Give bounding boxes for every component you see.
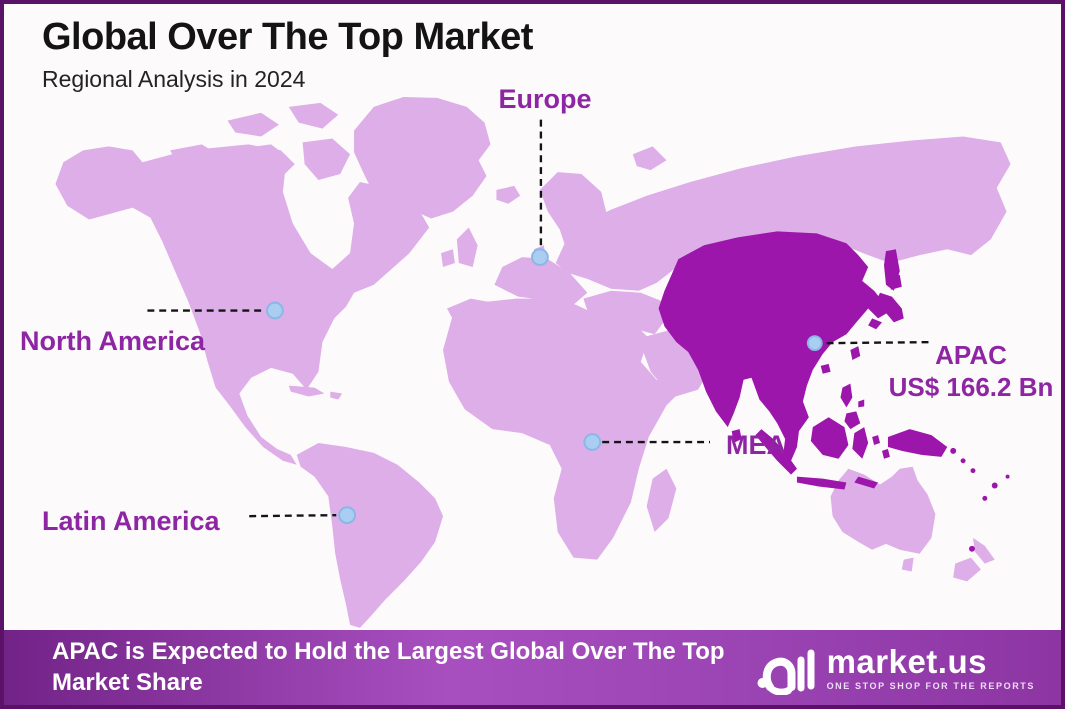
map-region-australia xyxy=(830,466,995,582)
map-region-south-america xyxy=(296,442,444,628)
region-label-europe: Europe xyxy=(498,84,592,114)
callout-lines xyxy=(147,119,932,525)
page-subtitle: Regional Analysis in 2024 xyxy=(42,65,306,92)
world-map xyxy=(55,96,1011,628)
map-region-greenland xyxy=(354,96,521,219)
map-region-russia xyxy=(555,136,1011,291)
brand-name: market.us xyxy=(826,642,987,680)
region-label-apac: APAC US$ 166.2 Bn xyxy=(889,340,1054,403)
banner-headline: APAC is Expected to Hold the Largest Glo… xyxy=(52,637,725,696)
marker-dot-apac xyxy=(806,335,823,352)
marker-dot-mea xyxy=(583,433,602,451)
marker-dot-north-america xyxy=(266,301,284,320)
region-label-apac-value: US$ 166.2 Bn xyxy=(888,371,1054,402)
map-region-north-america xyxy=(55,102,430,465)
callout-line-latin-america xyxy=(249,513,337,518)
brand-logo: market.us ONE STOP SHOP FOR THE REPORTS xyxy=(755,641,1035,695)
region-label-north-america: North America xyxy=(20,326,206,356)
brand-text: market.us ONE STOP SHOP FOR THE REPORTS xyxy=(827,645,1035,691)
callout-line-apac xyxy=(826,340,932,345)
brand-tagline: ONE STOP SHOP FOR THE REPORTS xyxy=(826,680,1035,691)
marker-dot-latin-america xyxy=(338,506,357,525)
map-region-africa xyxy=(443,298,683,560)
marketus-logo-icon xyxy=(757,649,815,695)
map-region-apac-highlight xyxy=(658,231,1010,552)
footer-banner: APAC is Expected to Hold the Largest Glo… xyxy=(4,630,1061,705)
region-label-latin-america: Latin America xyxy=(42,506,220,536)
region-label-mea: MEA xyxy=(726,430,786,460)
region-label-apac-name: APAC xyxy=(935,340,1007,370)
marker-dot-europe xyxy=(531,248,549,267)
page-title: Global Over The Top Market xyxy=(42,16,533,58)
header: Global Over The Top Market Regional Anal… xyxy=(42,16,533,93)
